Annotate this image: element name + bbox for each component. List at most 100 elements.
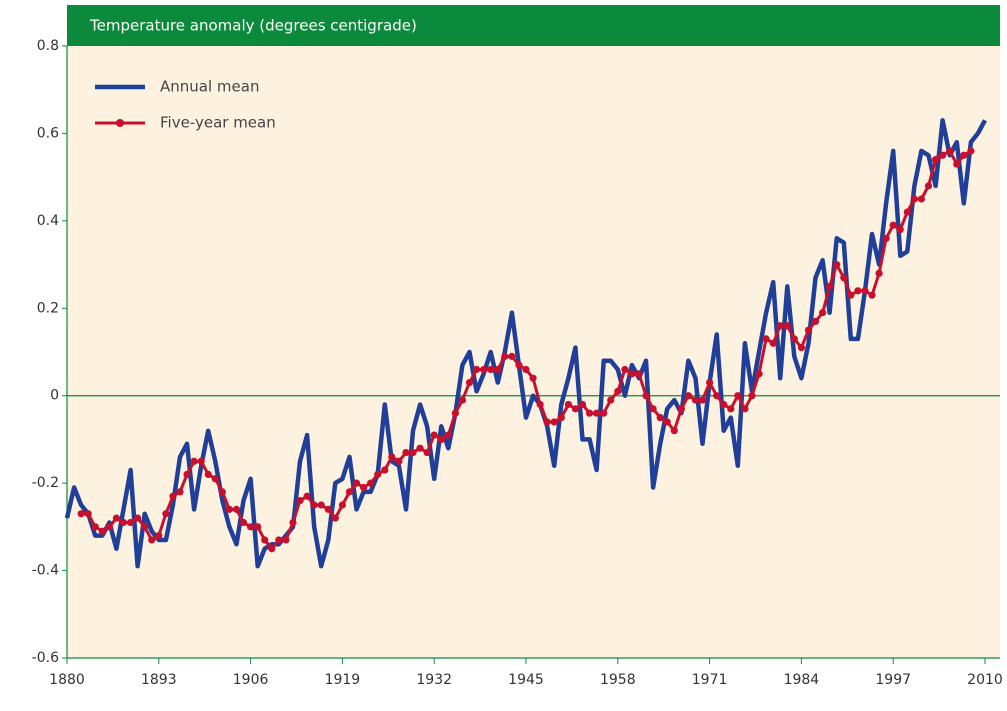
series-dot	[854, 287, 862, 295]
series-dot	[953, 160, 961, 168]
series-dot	[126, 518, 135, 527]
series-dot	[508, 352, 516, 360]
series-dot	[296, 497, 304, 505]
series-dot	[268, 545, 276, 553]
series-dot	[494, 365, 502, 374]
series-dot	[896, 226, 904, 234]
series-dot	[755, 370, 763, 378]
series-dot	[162, 510, 170, 518]
y-tick-label: 0	[50, 388, 59, 404]
series-dot	[458, 396, 467, 404]
x-tick-label: 1984	[784, 672, 820, 688]
series-dot	[939, 151, 947, 159]
series-dot	[487, 365, 495, 374]
series-dot	[607, 396, 615, 404]
series-dot	[522, 365, 530, 374]
series-dot	[833, 260, 841, 269]
series-dot	[804, 326, 813, 334]
series-dot	[811, 317, 820, 325]
legend-label: Five-year mean	[160, 114, 276, 132]
series-dot	[211, 475, 219, 483]
series-dot	[677, 405, 685, 413]
series-dot	[621, 365, 629, 374]
series-dot	[875, 269, 883, 277]
series-dot	[141, 523, 149, 531]
series-dot	[282, 536, 290, 544]
series-dot	[247, 523, 255, 531]
series-dot	[352, 479, 361, 487]
series-dot	[374, 470, 382, 478]
series-dot	[910, 195, 918, 203]
legend-dot	[116, 119, 124, 127]
series-dot	[218, 488, 226, 496]
title-bar	[67, 5, 1000, 46]
series-dot	[769, 339, 777, 347]
series-dot	[727, 405, 735, 413]
series-dot	[169, 492, 177, 500]
series-dot	[585, 409, 594, 417]
series-dot	[741, 405, 749, 413]
series-dot	[303, 492, 311, 500]
series-dot	[734, 392, 742, 400]
series-dot	[600, 409, 608, 417]
x-tick-label: 1919	[325, 672, 361, 688]
y-tick-label: 0.2	[37, 300, 59, 316]
series-dot	[148, 536, 156, 544]
series-dot	[409, 448, 417, 457]
legend-label: Annual mean	[160, 78, 259, 96]
x-tick-label: 1906	[233, 672, 269, 688]
series-dot	[134, 514, 142, 522]
x-tick-label: 1880	[49, 672, 85, 688]
x-tick-label: 1997	[875, 672, 911, 688]
series-dot	[698, 396, 707, 404]
series-dot	[345, 488, 354, 496]
series-dot	[324, 505, 332, 513]
series-dot	[557, 413, 565, 422]
series-dot	[465, 379, 474, 387]
series-dot	[232, 505, 241, 513]
series-dot	[797, 344, 806, 352]
series-dot	[480, 365, 488, 374]
series-dot	[946, 147, 954, 155]
x-tick-label: 1971	[692, 672, 728, 688]
series-dot	[889, 221, 897, 229]
series-dot	[924, 182, 933, 190]
series-dot	[254, 523, 262, 531]
series-dot	[635, 370, 643, 378]
series-dot	[261, 536, 269, 544]
series-dot	[515, 361, 523, 369]
plot-background	[67, 46, 1000, 658]
series-dot	[663, 418, 671, 426]
series-dot	[713, 392, 721, 400]
series-dot	[501, 352, 509, 360]
series-dot	[818, 309, 827, 317]
series-dot	[451, 409, 459, 417]
series-dot	[868, 291, 876, 299]
series-dot	[84, 510, 92, 518]
y-tick-label: 0.8	[37, 38, 59, 54]
series-dot	[472, 365, 481, 374]
series-dot	[395, 457, 403, 465]
series-dot	[720, 400, 728, 409]
series-dot	[967, 147, 975, 155]
series-dot	[783, 322, 791, 330]
series-dot	[444, 431, 452, 439]
series-dot	[578, 400, 587, 409]
series-dot	[225, 505, 234, 513]
x-tick-label: 1958	[600, 672, 636, 688]
series-dot	[98, 527, 106, 535]
series-dot	[275, 536, 283, 544]
series-dot	[931, 156, 940, 164]
series-dot	[239, 518, 248, 527]
series-dot	[564, 400, 572, 409]
series-dot	[543, 418, 551, 426]
series-dot	[416, 444, 424, 452]
series-dot	[105, 523, 113, 531]
series-dot	[197, 457, 205, 465]
series-dot	[762, 335, 770, 343]
series-dot	[91, 523, 99, 531]
series-dot	[119, 518, 128, 527]
series-dot	[826, 282, 834, 291]
series-dot	[381, 466, 389, 474]
series-dot	[903, 208, 911, 216]
